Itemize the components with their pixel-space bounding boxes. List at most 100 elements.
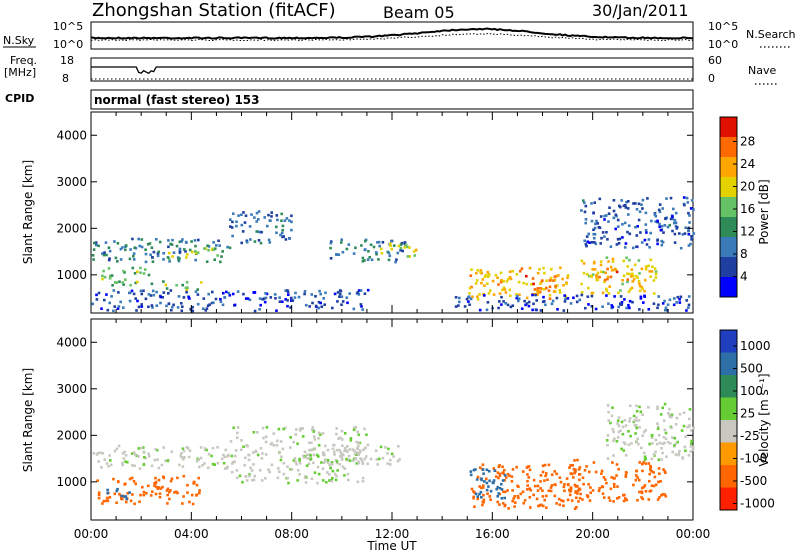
heatmap-cell	[607, 496, 611, 499]
heatmap-cell	[144, 297, 148, 301]
heatmap-cell	[235, 220, 238, 223]
heatmap-cell	[489, 489, 493, 493]
heatmap-cell	[134, 453, 137, 456]
heatmap-cell	[247, 458, 251, 462]
heatmap-cell	[643, 238, 647, 242]
heatmap-cell	[671, 450, 674, 454]
freq-tick-bottom: 8	[62, 72, 69, 85]
heatmap-cell	[474, 492, 478, 496]
heatmap-cell	[201, 307, 205, 310]
heatmap-cell	[684, 435, 687, 438]
heatmap-cell	[281, 224, 285, 228]
heatmap-cell	[673, 297, 676, 300]
heatmap-cell	[657, 434, 661, 437]
heatmap-cell	[244, 297, 248, 300]
heatmap-cell	[635, 234, 639, 237]
heatmap-cell	[636, 437, 639, 441]
heatmap-cell	[572, 476, 575, 479]
heatmap-cell	[346, 450, 349, 453]
heatmap-cell	[105, 499, 108, 503]
heatmap-cell	[580, 209, 583, 212]
heatmap-cell	[118, 280, 121, 283]
heatmap-cell	[167, 302, 171, 306]
heatmap-cell	[113, 449, 117, 453]
heatmap-cell	[481, 500, 485, 504]
heatmap-cell	[256, 431, 259, 434]
heatmap-cell	[518, 293, 521, 296]
heatmap-cell	[561, 277, 564, 281]
heatmap-cell	[661, 207, 664, 210]
heatmap-cell	[345, 457, 348, 461]
heatmap-cell	[656, 427, 660, 430]
heatmap-cell	[333, 472, 337, 476]
heatmap-cell	[196, 293, 200, 296]
heatmap-cell	[257, 230, 260, 234]
heatmap-cell	[181, 283, 184, 287]
heatmap-cell	[588, 241, 591, 244]
heatmap-cell	[121, 281, 124, 284]
heatmap-cell	[286, 290, 290, 294]
heatmap-cell	[538, 504, 542, 507]
heatmap-cell	[600, 485, 604, 489]
heatmap-cell	[138, 500, 141, 503]
heatmap-cell	[573, 459, 576, 462]
heatmap-cell	[343, 474, 346, 477]
heatmap-cell	[636, 225, 639, 228]
heatmap-cell	[117, 305, 121, 308]
heatmap-cell	[628, 258, 631, 262]
heatmap-cell	[661, 442, 665, 446]
heatmap-cell	[142, 450, 146, 454]
heatmap-cell	[318, 433, 322, 437]
heatmap-cell	[629, 404, 632, 408]
heatmap-cell	[274, 297, 277, 300]
heatmap-cell	[656, 405, 659, 409]
heatmap-cell	[101, 274, 104, 278]
heatmap-cell	[670, 413, 674, 417]
heatmap-cell	[635, 245, 638, 248]
heatmap-cell	[612, 454, 615, 457]
colorbar-tick-label: 24	[740, 157, 755, 171]
heatmap-cell	[616, 436, 620, 439]
heatmap-cell	[639, 295, 643, 299]
heatmap-cell	[557, 497, 561, 501]
heatmap-cell	[397, 244, 401, 248]
heatmap-cell	[654, 450, 657, 454]
heatmap-cell	[133, 464, 136, 468]
heatmap-cell	[366, 288, 370, 292]
heatmap-cell	[590, 292, 594, 295]
colorbar-segment	[720, 277, 737, 297]
heatmap-cell	[611, 260, 615, 263]
heatmap-cell	[343, 449, 346, 453]
heatmap-cell	[658, 210, 662, 214]
colorbar-segment	[720, 137, 737, 157]
heatmap-cell	[472, 468, 476, 472]
heatmap-cell	[114, 256, 118, 260]
heatmap-cell	[115, 489, 119, 493]
heatmap-cell	[670, 415, 673, 419]
heatmap-cell	[556, 284, 559, 287]
heatmap-cell	[246, 297, 250, 300]
heatmap-cell	[666, 440, 670, 444]
heatmap-cell	[294, 433, 298, 436]
heatmap-cell	[243, 221, 247, 224]
heatmap-cell	[282, 427, 285, 431]
heatmap-cell	[545, 279, 548, 282]
heatmap-cell	[517, 496, 520, 500]
heatmap-cell	[358, 451, 361, 455]
heatmap-cell	[326, 448, 330, 452]
heatmap-cell	[333, 450, 336, 454]
heatmap-cell	[132, 252, 136, 255]
heatmap-cell	[611, 257, 615, 261]
heatmap-cell	[392, 455, 395, 458]
heatmap-cell	[229, 225, 232, 228]
heatmap-cell	[511, 304, 515, 307]
heatmap-cell	[128, 491, 131, 494]
heatmap-cell	[481, 468, 485, 471]
heatmap-cell	[129, 248, 132, 251]
heatmap-cell	[268, 470, 271, 474]
heatmap-cell	[520, 307, 524, 310]
heatmap-cell	[540, 287, 544, 291]
heatmap-cell	[258, 230, 262, 234]
